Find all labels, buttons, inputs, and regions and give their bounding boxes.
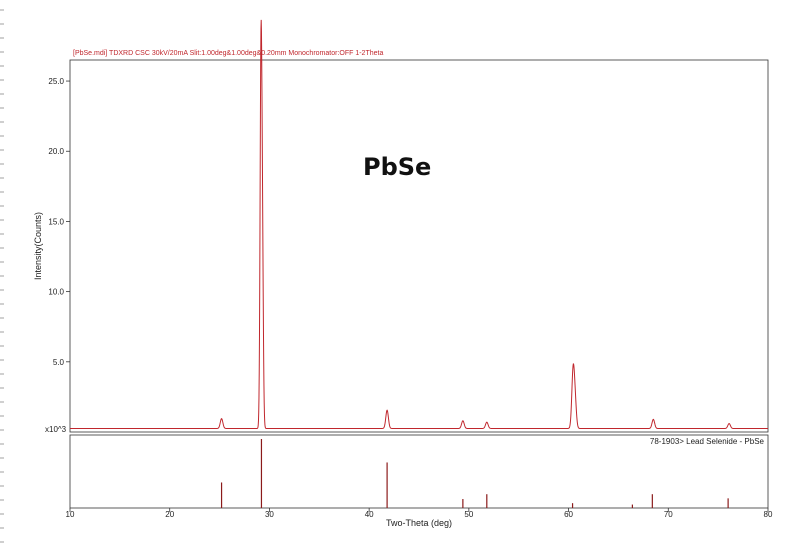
reference-plot-frame bbox=[69, 434, 769, 509]
x-axis-title: Two-Theta (deg) bbox=[386, 518, 452, 528]
y-tick-label: 25.0 bbox=[48, 77, 64, 86]
x-tick-label: 70 bbox=[664, 510, 673, 519]
reference-sticks bbox=[220, 439, 729, 508]
x-tick-label: 30 bbox=[265, 510, 274, 519]
y-tick-label: 5.0 bbox=[53, 358, 65, 367]
y-tick-label: 10.0 bbox=[48, 288, 64, 297]
y-tick-label: 15.0 bbox=[48, 217, 64, 226]
y-unit-label: x10^3 bbox=[45, 425, 67, 434]
chart-header: [PbSe.mdi] TDXRD CSC 30kV/20mA Slit:1.00… bbox=[73, 50, 383, 57]
x-tick-label: 10 bbox=[66, 510, 75, 519]
x-tick-label: 60 bbox=[564, 510, 573, 519]
x-tick-label: 40 bbox=[365, 510, 374, 519]
left-edge-dashes bbox=[0, 9, 4, 543]
y-axis-title: Intensity(Counts) bbox=[33, 212, 43, 280]
chart-title: PbSe bbox=[363, 153, 431, 181]
x-axis-ticks: 10 20 30 40 50 60 70 80 bbox=[66, 508, 773, 519]
x-tick-label: 20 bbox=[165, 510, 174, 519]
main-plot-frame bbox=[69, 59, 769, 433]
x-tick-label: 80 bbox=[764, 510, 773, 519]
series-line-pbse bbox=[70, 19, 768, 429]
x-tick-label: 50 bbox=[464, 510, 473, 519]
y-axis-ticks: 5.0 10.0 15.0 20.0 25.0 bbox=[48, 77, 70, 367]
y-tick-label: 20.0 bbox=[48, 147, 64, 156]
reference-label: 78-1903> Lead Selenide - PbSe bbox=[650, 437, 765, 446]
